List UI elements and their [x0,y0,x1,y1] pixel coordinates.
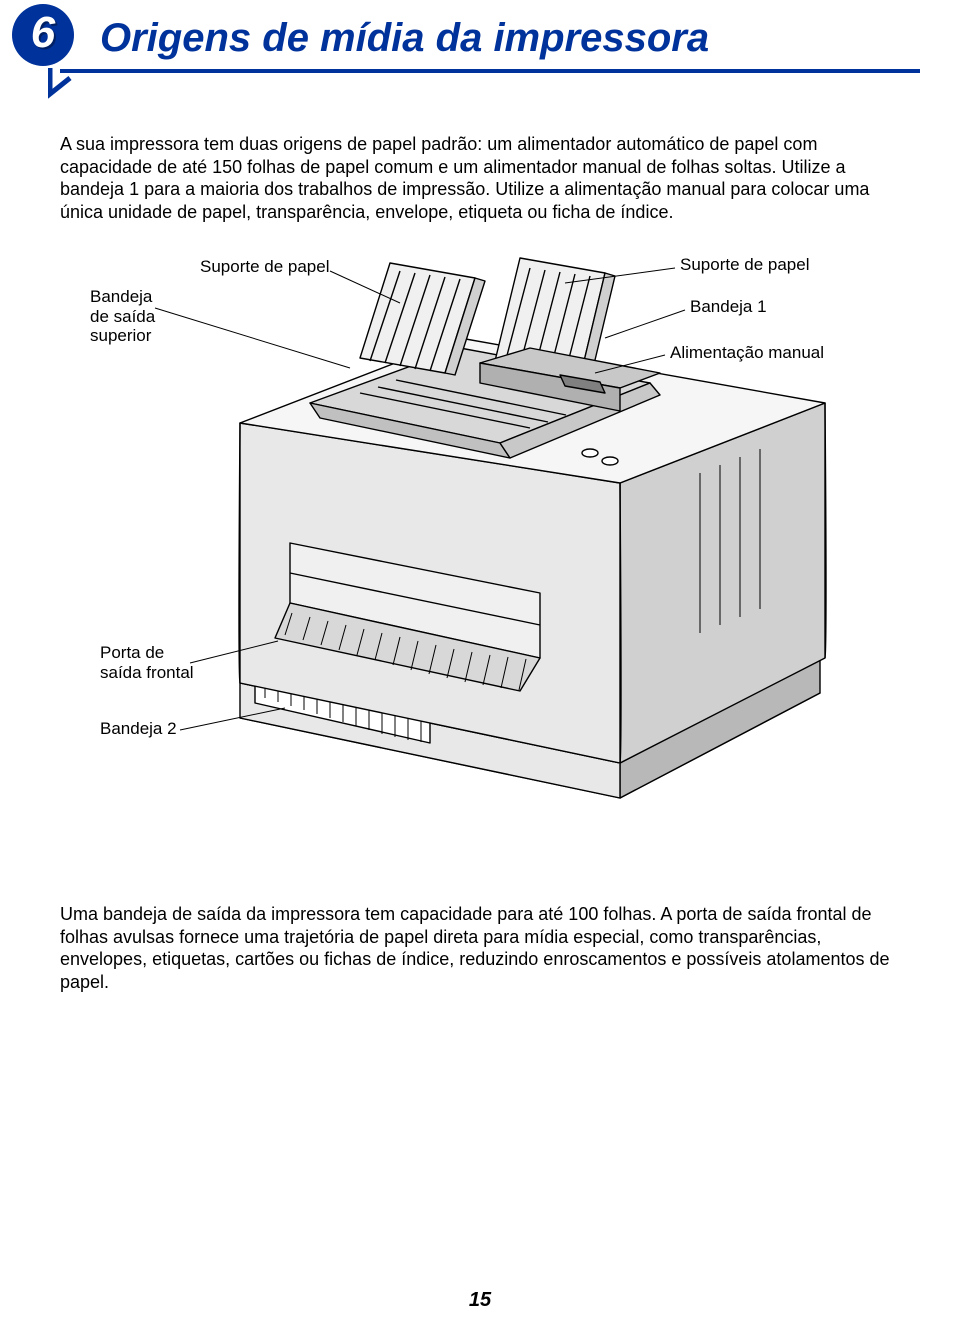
header-pointer-icon [48,66,88,106]
page-content: A sua impressora tem duas origens de pap… [0,73,960,993]
callout-manual-feed: Alimentação manual [670,343,824,363]
page-number: 15 [0,1289,960,1312]
printer-diagram: Suporte de papel Bandeja de saída superi… [60,243,900,903]
title-rule [60,69,920,73]
callout-paper-support-right: Suporte de papel [680,255,810,275]
intro-paragraph-1: A sua impressora tem duas origens de pap… [60,133,900,223]
page-title: Origens de mídia da impressora [100,10,920,67]
intro-paragraph-2: Uma bandeja de saída da impressora tem c… [60,903,900,993]
printer-illustration [60,243,900,903]
callout-front-exit: Porta de saída frontal [100,643,194,682]
callout-tray2: Bandeja 2 [100,719,177,739]
callout-output-bin: Bandeja de saída superior [90,287,155,346]
callout-tray1: Bandeja 1 [690,297,767,317]
section-number-badge: 6 [12,4,74,66]
page-header: 6 Origens de mídia da impressora [0,0,960,73]
section-number: 6 [31,11,55,55]
callout-paper-support-left: Suporte de papel [200,257,330,277]
